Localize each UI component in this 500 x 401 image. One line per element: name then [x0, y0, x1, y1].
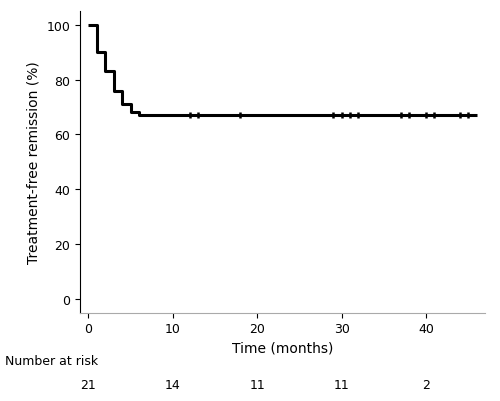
Text: 11: 11 [250, 379, 265, 391]
Text: 14: 14 [165, 379, 180, 391]
Text: 11: 11 [334, 379, 349, 391]
Y-axis label: Treatment-free remission (%): Treatment-free remission (%) [27, 61, 41, 263]
Text: 21: 21 [80, 379, 96, 391]
X-axis label: Time (months): Time (months) [232, 341, 333, 355]
Text: 2: 2 [422, 379, 430, 391]
Text: Number at risk: Number at risk [5, 354, 98, 367]
